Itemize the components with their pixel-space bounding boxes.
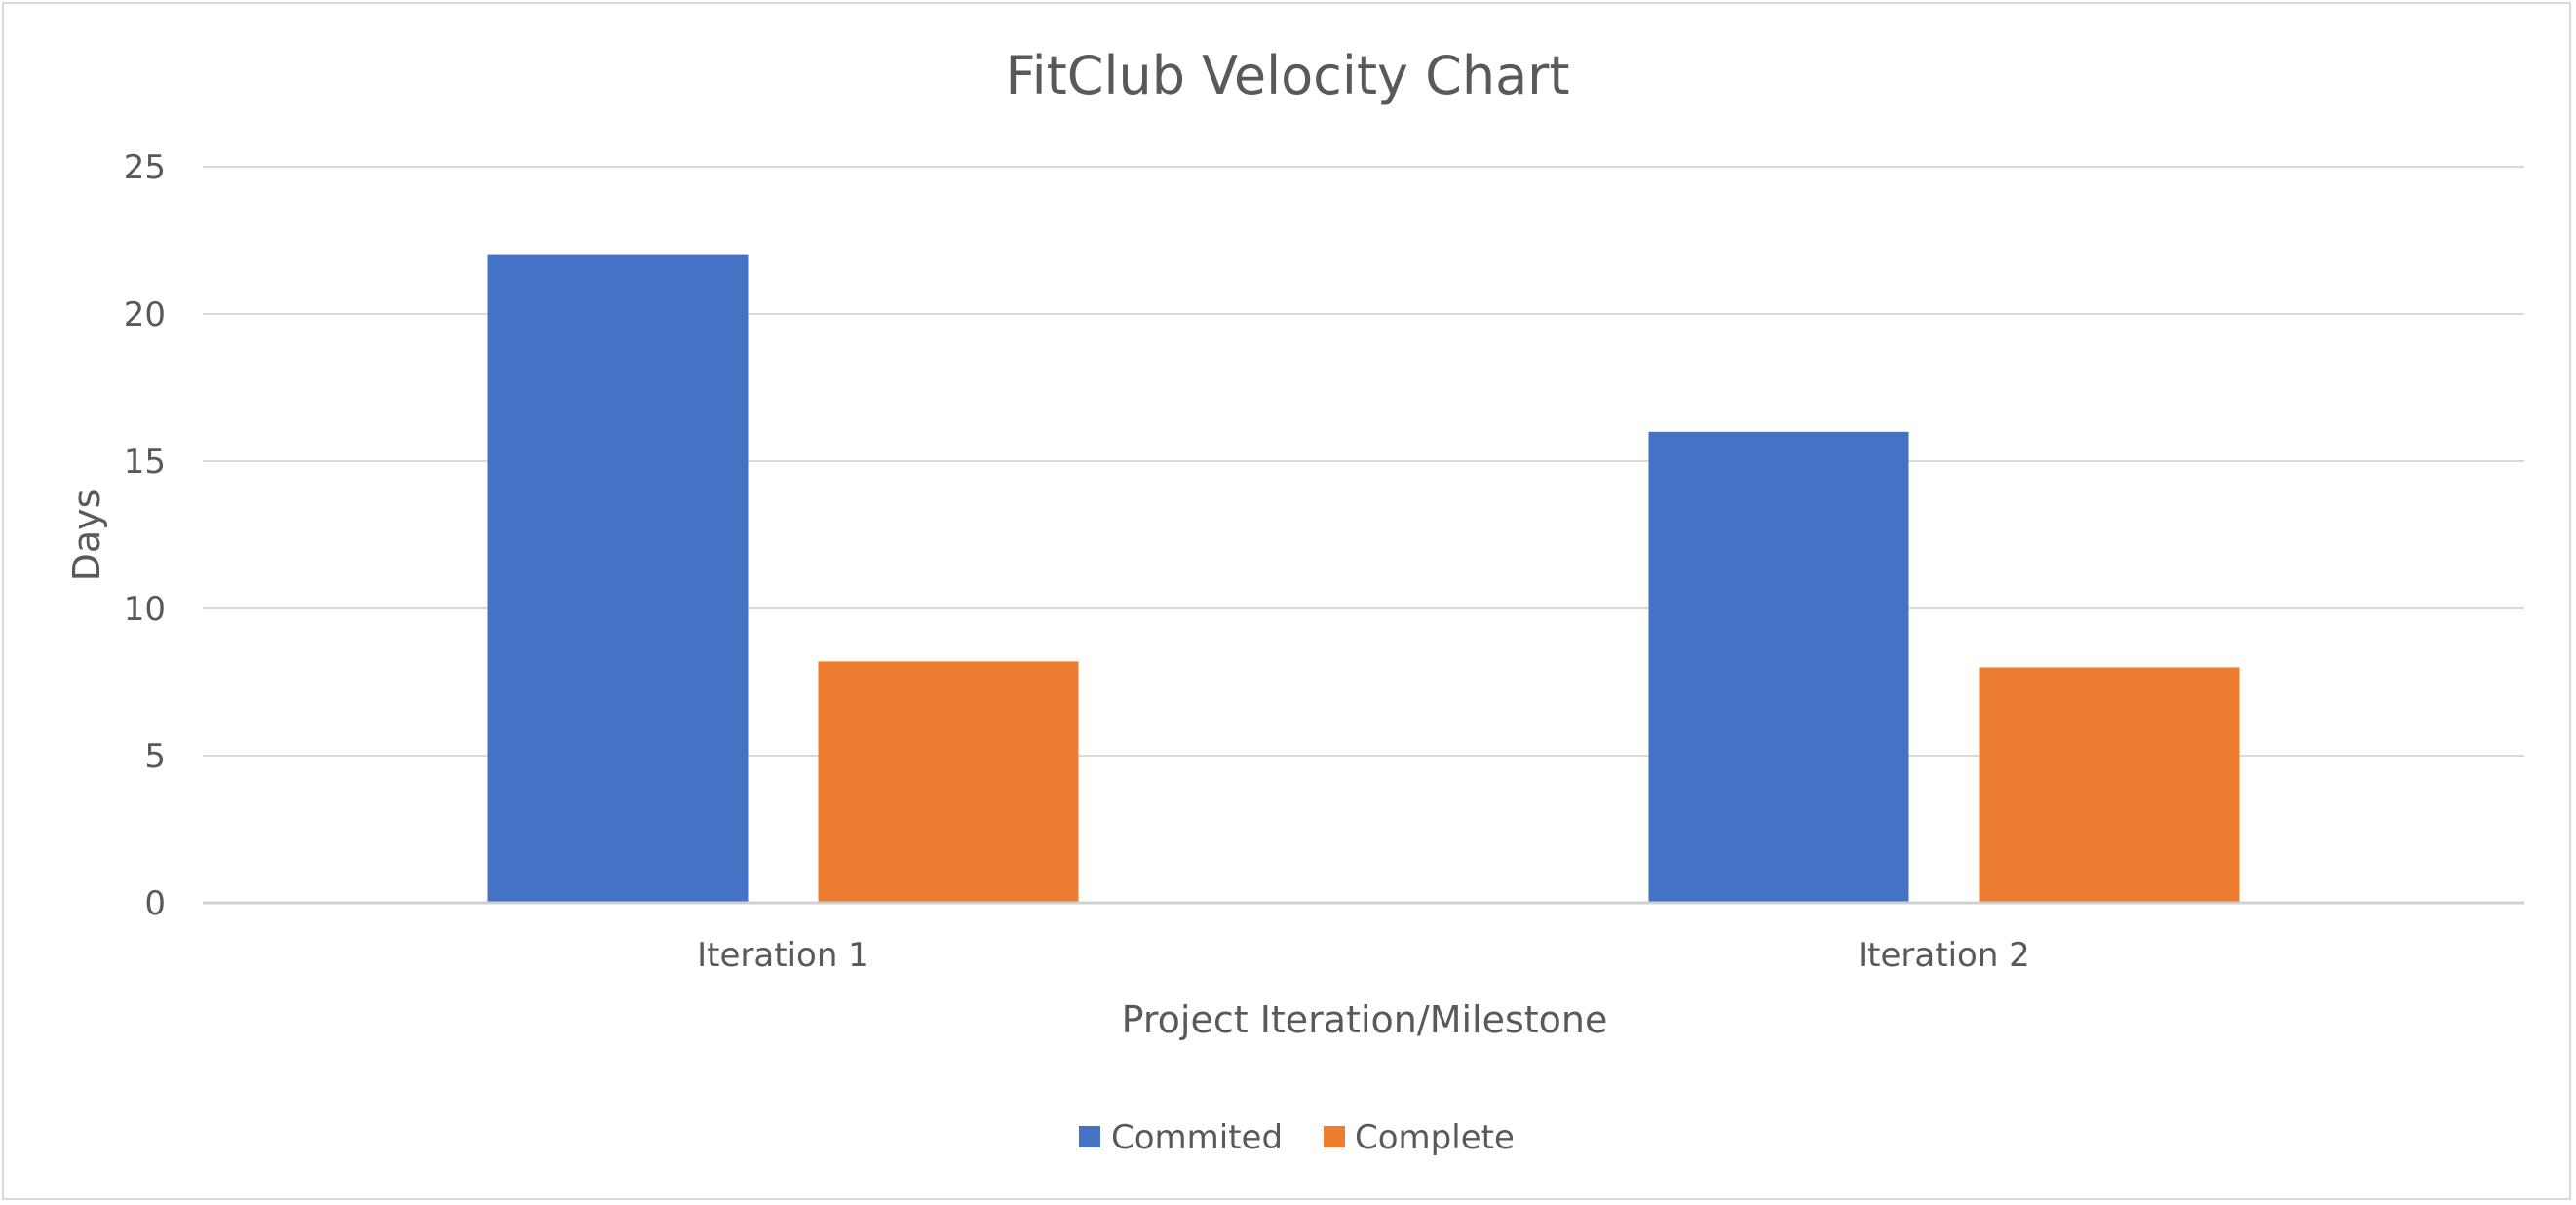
x-tick-label-iteration-2: Iteration 2 xyxy=(1858,936,2030,975)
bar-commited-iteration-1[interactable] xyxy=(487,254,749,904)
legend-label-complete: Complete xyxy=(1355,1118,1515,1157)
legend[interactable]: Commited Complete xyxy=(1079,1118,1515,1157)
x-axis-title: Project Iteration/Milestone xyxy=(1122,998,1608,1041)
y-tick-label-20: 20 xyxy=(124,295,166,334)
x-axis-tick-labels: Iteration 1 Iteration 2 xyxy=(697,936,2030,975)
legend-swatch-commited xyxy=(1079,1126,1100,1147)
legend-label-commited: Commited xyxy=(1111,1118,1283,1157)
y-tick-label-25: 25 xyxy=(124,148,166,187)
bar-complete-iteration-2[interactable] xyxy=(1979,667,2240,903)
y-axis-tick-labels: 0 5 10 15 20 25 xyxy=(124,148,166,923)
y-tick-label-10: 10 xyxy=(124,590,166,629)
y-tick-label-0: 0 xyxy=(144,884,166,923)
bar-complete-iteration-1[interactable] xyxy=(818,661,1079,903)
y-tick-label-5: 5 xyxy=(144,737,166,776)
chart-title: FitClub Velocity Chart xyxy=(1005,45,1569,106)
bars xyxy=(487,254,2240,904)
bar-commited-iteration-2[interactable] xyxy=(1648,431,1909,903)
y-tick-label-15: 15 xyxy=(124,443,166,482)
y-axis-title: Days xyxy=(65,489,108,582)
x-tick-label-iteration-1: Iteration 1 xyxy=(697,936,869,975)
legend-swatch-complete xyxy=(1324,1126,1345,1147)
